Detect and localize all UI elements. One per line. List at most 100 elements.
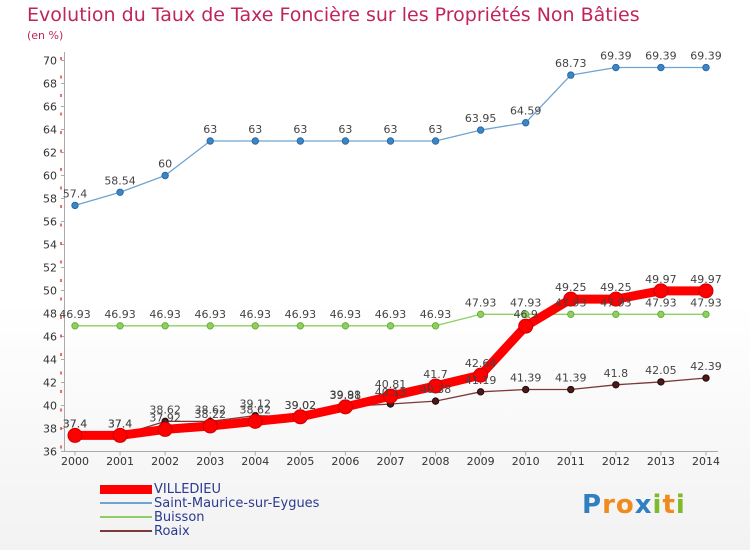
data-label: 37.92 bbox=[149, 411, 181, 424]
legend-item-saint-maurice: Saint-Maurice-sur-Eygues bbox=[100, 497, 400, 511]
legend-label-roaix: Roaix bbox=[154, 524, 190, 539]
data-label: 41.19 bbox=[465, 374, 497, 387]
data-point bbox=[476, 126, 485, 134]
x-tick-label: 2002 bbox=[151, 455, 179, 468]
data-label: 63 bbox=[293, 123, 307, 136]
y-tick-label: 60 bbox=[43, 170, 57, 183]
y-tick-label: 36 bbox=[43, 446, 57, 459]
data-point bbox=[296, 137, 305, 145]
x-tick-label: 2011 bbox=[557, 455, 585, 468]
data-label: 69.39 bbox=[600, 50, 632, 63]
data-point bbox=[251, 322, 259, 330]
data-label: 46.93 bbox=[194, 308, 226, 321]
y-tick-label: 70 bbox=[43, 55, 57, 68]
logo-letter: x bbox=[634, 490, 653, 520]
y-tick-label: 38 bbox=[43, 423, 57, 436]
x-tick-label: 2001 bbox=[106, 455, 134, 468]
data-label: 47.93 bbox=[555, 296, 587, 309]
data-label: 46.93 bbox=[149, 308, 181, 321]
x-tick-label: 2012 bbox=[602, 455, 630, 468]
data-point bbox=[522, 385, 530, 394]
y-tick-label: 42 bbox=[43, 377, 57, 390]
logo-letter: P bbox=[582, 490, 603, 520]
data-point bbox=[116, 188, 124, 196]
data-label: 46.9 bbox=[513, 308, 538, 321]
data-label: 49.25 bbox=[600, 281, 632, 294]
data-point bbox=[702, 63, 710, 72]
x-tick-label: 2005 bbox=[286, 455, 314, 468]
data-point bbox=[386, 137, 395, 145]
data-label: 42.64 bbox=[465, 357, 497, 370]
data-label: 37.4 bbox=[108, 417, 133, 430]
data-label: 57.4 bbox=[63, 187, 88, 200]
y-tick-label: 56 bbox=[43, 216, 57, 229]
y-tick-label: 58 bbox=[43, 193, 57, 206]
y-tick-label: 66 bbox=[43, 101, 57, 114]
data-label: 41.7 bbox=[423, 368, 448, 381]
logo-letter: o bbox=[615, 490, 635, 520]
y-tick-label: 64 bbox=[43, 124, 57, 137]
y-tick-label: 52 bbox=[43, 262, 57, 275]
data-point bbox=[341, 322, 350, 330]
logo-letter: t bbox=[662, 490, 676, 520]
data-point bbox=[71, 201, 79, 210]
data-point bbox=[428, 378, 444, 394]
x-tick-label: 2003 bbox=[196, 455, 224, 468]
data-label: 47.93 bbox=[600, 296, 632, 309]
data-label: 68.73 bbox=[555, 57, 587, 70]
data-label: 46.93 bbox=[59, 308, 91, 321]
legend-swatch-buisson bbox=[100, 516, 152, 518]
data-label: 42.05 bbox=[645, 364, 677, 377]
y-tick-label: 44 bbox=[43, 354, 57, 367]
data-point bbox=[431, 137, 440, 145]
logo-letter: i bbox=[652, 490, 663, 520]
data-point bbox=[341, 137, 350, 145]
data-label: 41.39 bbox=[510, 372, 542, 385]
data-label: 63 bbox=[429, 123, 443, 136]
data-label: 40.38 bbox=[420, 383, 452, 396]
data-label: 46.93 bbox=[420, 308, 452, 321]
data-label: 58.54 bbox=[104, 174, 136, 187]
legend-label-villedieu: VILLEDIEU bbox=[154, 482, 221, 497]
data-label: 63.95 bbox=[465, 112, 497, 125]
data-point bbox=[702, 374, 710, 382]
data-point bbox=[161, 171, 169, 180]
x-tick-label: 2014 bbox=[692, 455, 720, 468]
legend-item-villedieu: VILLEDIEU bbox=[100, 483, 400, 497]
data-point bbox=[567, 310, 575, 319]
data-point bbox=[382, 388, 398, 404]
data-label: 40.81 bbox=[375, 378, 407, 391]
data-point bbox=[112, 427, 128, 443]
logo-letter: i bbox=[675, 490, 686, 520]
data-label: 49.25 bbox=[555, 281, 587, 294]
data-point bbox=[202, 418, 218, 434]
data-point bbox=[292, 409, 308, 425]
proxiti-logo: Proxiti bbox=[582, 490, 686, 520]
data-label: 63 bbox=[338, 123, 352, 136]
data-label: 39.02 bbox=[285, 399, 317, 412]
data-point bbox=[657, 378, 665, 386]
y-tick-label: 68 bbox=[43, 78, 57, 91]
data-label: 41.39 bbox=[555, 372, 587, 385]
legend: VILLEDIEU Saint-Maurice-sur-Eygues Buiss… bbox=[100, 483, 400, 539]
legend-item-buisson: Buisson bbox=[100, 511, 400, 525]
data-label: 42.39 bbox=[690, 360, 722, 373]
data-point bbox=[612, 381, 620, 389]
y-tick-label: 48 bbox=[43, 308, 57, 321]
legend-swatch-saint-maurice bbox=[100, 502, 152, 504]
x-tick-label: 2007 bbox=[376, 455, 404, 468]
data-point bbox=[473, 367, 489, 383]
y-tick-label: 62 bbox=[43, 147, 57, 160]
legend-swatch-roaix bbox=[100, 530, 152, 532]
data-point bbox=[518, 318, 534, 334]
y-tick-label: 54 bbox=[43, 239, 57, 252]
data-label: 47.93 bbox=[645, 296, 677, 309]
data-label: 47.93 bbox=[510, 296, 542, 309]
y-tick-label: 50 bbox=[43, 285, 57, 298]
data-point bbox=[476, 388, 485, 396]
x-tick-label: 2008 bbox=[422, 455, 450, 468]
x-tick-label: 2010 bbox=[512, 455, 540, 468]
data-point bbox=[567, 385, 575, 394]
y-tick-label: 46 bbox=[43, 331, 57, 344]
